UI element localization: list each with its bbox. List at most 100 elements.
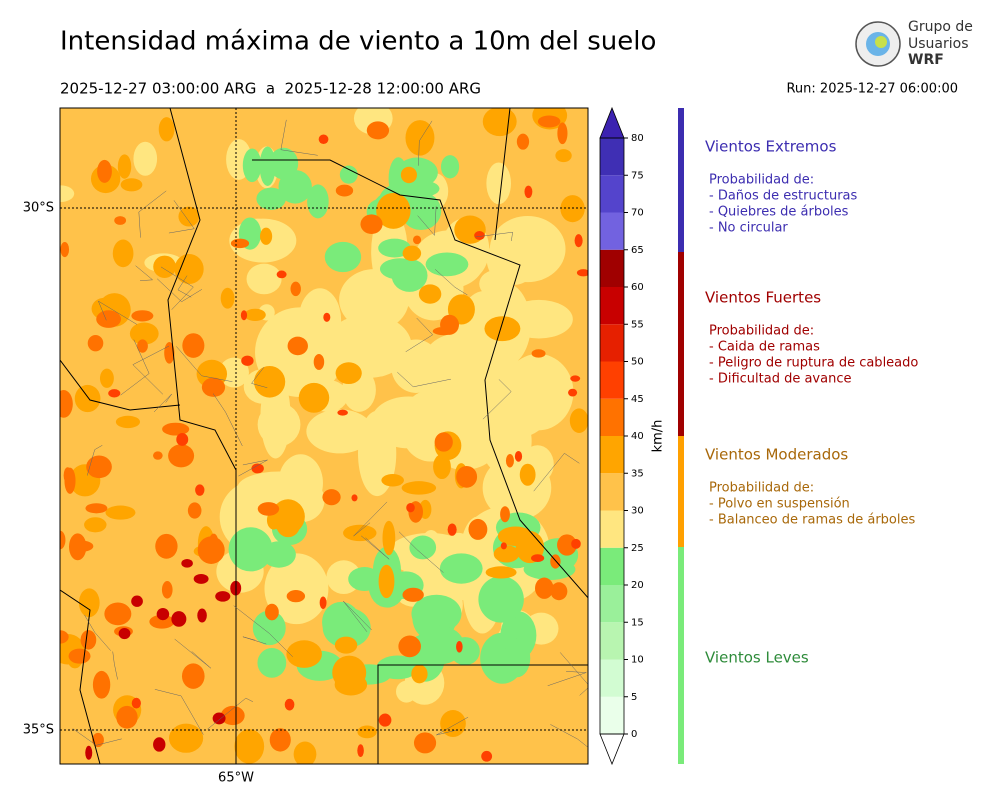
colorbar-segment [600,324,624,362]
legend-title: Vientos Extremos [705,138,837,156]
legend-bar [678,436,684,547]
map-patch [254,365,286,398]
dept-border [418,120,433,166]
map-patch [343,524,377,542]
map-patch [519,463,536,486]
map-patch [381,473,404,487]
map-patch [401,481,437,495]
map-patch [503,639,531,678]
map-patch [560,195,585,223]
lat-label: 30°S [23,201,54,216]
map-patch [439,553,483,584]
map-patch [241,355,254,366]
map-patch [60,241,70,258]
map-patch [131,595,143,607]
map-patch [85,503,108,514]
map-patch [415,625,464,665]
dept-border [550,724,588,748]
map-patch [80,630,97,650]
map-patch [171,611,187,627]
map-patch [181,558,193,568]
map-patch [269,147,299,180]
map-patch [85,745,93,760]
colorbar-segment [600,473,624,511]
colorbar-tick-label: 60 [631,282,644,293]
colorbar-segment [600,212,624,250]
map-patch [155,533,178,559]
map-patch [339,165,358,184]
dept-border [97,300,138,325]
map-patch [307,184,329,219]
dept-border [72,728,122,746]
dept-border [233,605,293,658]
map-patch [502,353,574,431]
map-patch [117,154,132,179]
dept-border [398,531,444,573]
map-patch [240,310,248,321]
colorbar-label: km/h [651,420,666,453]
map-patch [181,663,205,689]
map-patch [244,308,266,321]
map-patch [256,187,286,210]
map-patch [402,587,424,602]
map-patch [108,389,121,398]
legend-line: Probabilidad de: [709,324,814,339]
dept-border [177,275,192,298]
map-patch [555,149,572,163]
colorbar-segment [600,287,624,325]
map-patch [182,333,205,358]
map-patch [195,484,205,496]
map-patch [276,270,287,279]
map-patch [418,284,442,304]
legend-line: - Peligro de ruptura de cableado [709,356,918,371]
map-patch [97,159,112,183]
dept-border [168,200,195,234]
dept-border [212,393,243,447]
colorbar-over [599,106,625,139]
map-patch [576,269,588,277]
logo-text: Usuarios [908,36,969,52]
map-patch [96,310,121,328]
map-patch [178,206,200,227]
map-patch [131,310,154,322]
map-patch [482,108,517,137]
map-patch [242,148,262,183]
legend-line: Probabilidad de: [709,173,814,188]
map-patch [252,610,286,646]
map-patch [474,230,485,241]
map-patch [420,356,456,433]
map-patch [174,253,204,284]
map-patch [318,134,329,145]
colorbar-tick-label: 50 [631,357,644,368]
map-patch [251,463,264,474]
colorbar-tick-label: 80 [631,133,644,144]
legend-bar [678,108,684,252]
map-patch [284,698,295,711]
map-patch [78,588,100,618]
map-patch [60,390,73,418]
map-patch [60,185,75,202]
map-patch [447,523,457,536]
map-patch [316,411,360,430]
map-patch [319,596,327,610]
map-patch [524,185,533,199]
dept-border [251,367,268,389]
colorbar-under [599,733,625,766]
map-patch [112,239,134,268]
map-patch [324,241,362,273]
dept-border [533,452,580,492]
map-patch [158,117,175,142]
map-patch [87,334,104,352]
map-patch [360,214,383,234]
map-patch [193,573,209,584]
map [60,108,588,764]
map-patch [411,664,428,684]
map-patch [86,455,112,479]
legend-title: Vientos Fuertes [705,289,821,307]
dept-border [417,206,437,237]
map-patch [400,191,442,231]
map-patch [290,281,301,297]
map-patch [153,737,166,752]
map-patch [68,648,91,664]
map-patch [120,178,143,192]
